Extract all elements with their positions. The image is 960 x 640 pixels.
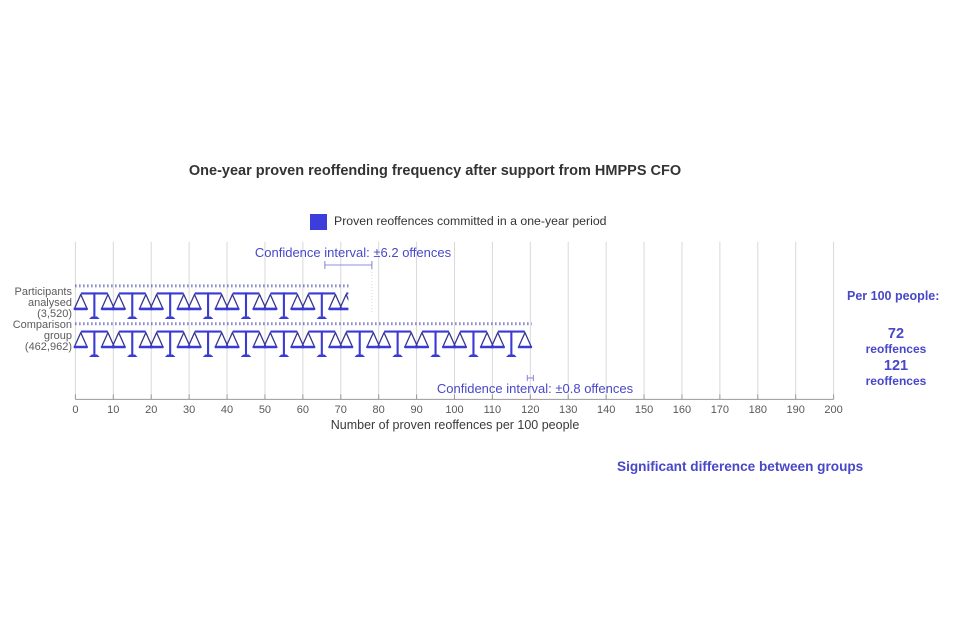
svg-text:100: 100 <box>445 404 463 416</box>
svg-text:180: 180 <box>749 404 767 416</box>
svg-text:40: 40 <box>221 404 233 416</box>
svg-text:60: 60 <box>297 404 309 416</box>
svg-text:190: 190 <box>787 404 805 416</box>
svg-text:170: 170 <box>711 404 729 416</box>
svg-text:20: 20 <box>145 404 157 416</box>
svg-text:200: 200 <box>824 404 842 416</box>
svg-text:30: 30 <box>183 404 195 416</box>
svg-text:Confidence interval: ±6.2 offe: Confidence interval: ±6.2 offences <box>255 245 452 260</box>
svg-text:10: 10 <box>107 404 119 416</box>
svg-text:50: 50 <box>259 404 271 416</box>
svg-text:90: 90 <box>410 404 422 416</box>
svg-text:80: 80 <box>373 404 385 416</box>
svg-text:160: 160 <box>673 404 691 416</box>
svg-text:150: 150 <box>635 404 653 416</box>
svg-text:120: 120 <box>521 404 539 416</box>
svg-text:140: 140 <box>597 404 615 416</box>
svg-text:Confidence interval: ±0.8 offe: Confidence interval: ±0.8 offences <box>437 381 634 396</box>
svg-text:0: 0 <box>72 404 78 416</box>
svg-text:130: 130 <box>559 404 577 416</box>
svg-text:110: 110 <box>484 404 502 416</box>
svg-text:70: 70 <box>335 404 347 416</box>
